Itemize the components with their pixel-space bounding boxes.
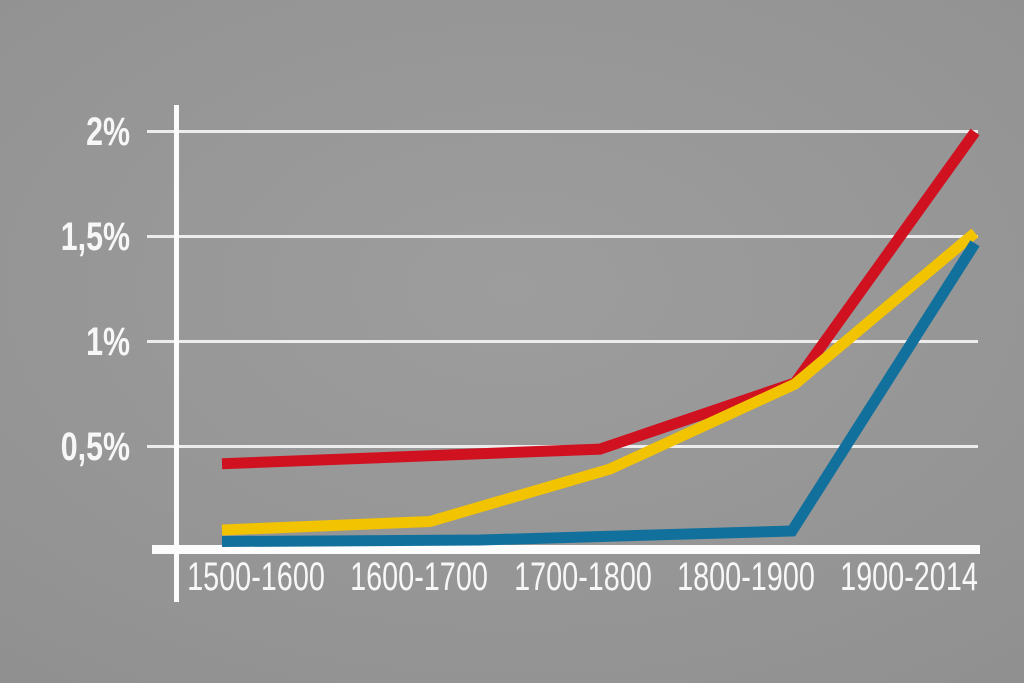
y-tick-label-2pct: 2% (86, 110, 130, 154)
y-tick-label-0-5pct: 0,5% (60, 425, 130, 469)
y-axis-line (174, 105, 179, 602)
x-category-label-1700-1800: 1700-1800 (513, 555, 652, 599)
gridline-1-5pct (147, 235, 978, 238)
line-red-series (221, 128, 980, 470)
y-tick-label-1pct: 1% (86, 320, 130, 364)
y-tick-label-1-5pct: 1,5% (60, 215, 130, 259)
x-category-label-1800-1900: 1800-1900 (677, 555, 815, 599)
gridline-1pct (147, 340, 978, 343)
line-blue-series (221, 240, 980, 547)
x-category-label-1900-2014: 1900-2014 (840, 555, 979, 599)
gridline-2pct (147, 130, 978, 133)
x-axis-line (152, 545, 980, 554)
x-category-label-1500-1600: 1500-1600 (187, 555, 325, 599)
line-yellow-series (221, 228, 979, 536)
x-category-label-1600-1700: 1600-1700 (350, 555, 489, 599)
